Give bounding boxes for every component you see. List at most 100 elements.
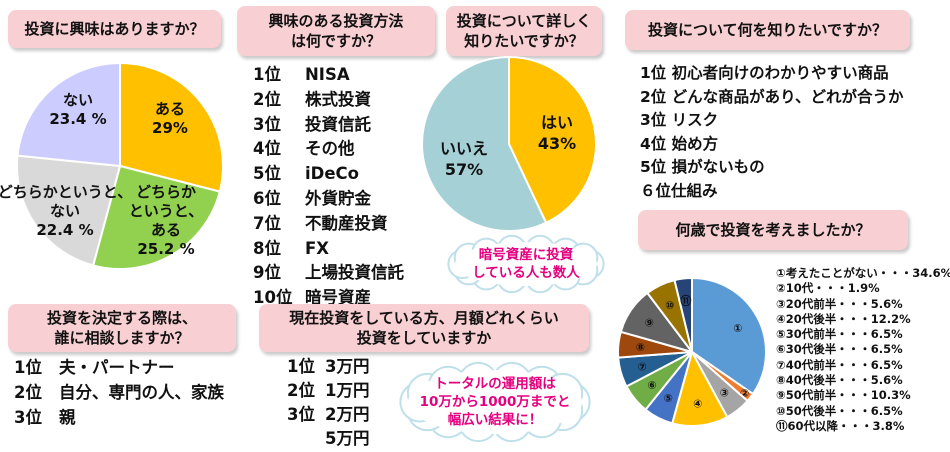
slice-label: ① <box>733 322 742 335</box>
q2-title-line-2: は何ですか？ <box>290 32 381 50</box>
item-label: 4位 始め方 <box>640 134 719 153</box>
rank-label: 8位 <box>253 238 281 258</box>
rank-label: 1位 <box>14 358 42 377</box>
slice-label: ③ <box>720 387 729 400</box>
item-label: 2位 どんな商品があり、どれが合うか <box>640 87 904 106</box>
slice-label: ⑤ <box>664 392 673 405</box>
q6-bubble-line-2: 10万から1000万までと <box>419 393 571 410</box>
q2-list-item: 5位 iDeCo <box>253 162 404 187</box>
rank-label: 2位 <box>287 381 315 400</box>
rank-label: 10位 <box>253 288 293 308</box>
legend-item: ③20代前半・・・5.6% <box>776 296 903 311</box>
rank-label: 1位 <box>253 65 281 84</box>
item-label: 上場投資信託 <box>305 263 404 283</box>
slice-label: ない 23.4 % <box>49 91 106 128</box>
item-label: 3万円 <box>325 357 370 376</box>
legend-item: ⑥30代後半・・・6.5% <box>776 342 903 357</box>
q6-bubble-text: トータルの運用額は 10万から1000万までと 幅広い結果に！ <box>408 372 582 432</box>
interest-pie-chart: ある 29% どちらかというと、ある 25.2 %どちらかというと、ない 22.4 % な… <box>0 61 224 270</box>
slice-label: いいえ 57% <box>440 139 488 179</box>
legend-item: ⑨50代前半・・・10.3% <box>776 388 911 403</box>
rank-label: 2位 <box>14 383 42 402</box>
item-label: iDeCo <box>305 164 359 184</box>
item-label: 親 <box>59 408 76 427</box>
slice-label: どちらかというと、ある 25.2 % <box>129 183 203 258</box>
q6-title-line-2: 投資をしていますか <box>356 329 492 347</box>
q6-list-item: 5万円 <box>287 427 369 451</box>
item-label: 1万円 <box>325 381 370 400</box>
slice-label: ある 29% <box>152 100 188 137</box>
rank-label: 3位 <box>287 405 315 424</box>
q3-bubble-text: 暗号資産に投資 している人も数人 <box>455 243 597 285</box>
item-label: 5位 損がないもの <box>640 158 765 177</box>
q2-list-item: 6位 外貨貯金 <box>253 187 404 212</box>
q6-list-item: 2位 1万円 <box>287 379 369 403</box>
q4-list-item: 4位 始め方 <box>640 133 904 157</box>
q3-title-line-1: 投資について詳しく <box>456 11 592 30</box>
slice-label: ② <box>740 387 749 400</box>
rank-label: 4位 <box>253 139 281 159</box>
item-label: 5万円 <box>325 429 370 448</box>
legend-item: ④20代後半・・・12.2% <box>776 311 911 326</box>
pie-slice <box>119 61 224 193</box>
legend-item: ⑩50代後半・・・6.5% <box>776 403 903 418</box>
item-label: 夫・パートナー <box>59 358 175 377</box>
slice-label: ⑦ <box>638 360 647 373</box>
q4-list-item: ６位仕組み <box>640 180 904 204</box>
q6-bubble-line-3: 幅広い結果に！ <box>447 412 543 429</box>
item-label: 不動産投資 <box>305 213 388 233</box>
q2-title: 興味のある投資方法 は何ですか？ <box>237 6 435 56</box>
slice-label: ⑪ <box>680 294 691 308</box>
legend-item: ⑧40代後半・・・5.6% <box>776 373 903 388</box>
q4-list-item: 2位 どんな商品があり、どれが合うか <box>640 86 904 110</box>
q3-bubble-line-2: している人も数人 <box>472 265 580 281</box>
item-label: 自分、専門の人、家族 <box>59 383 224 402</box>
q2-list-item: 7位 不動産投資 <box>253 212 404 237</box>
q3-title: 投資について詳しく 知りたいですか？ <box>446 6 602 56</box>
rank-label: 5位 <box>253 164 281 184</box>
q2-list-item: 2位 株式投資 <box>253 88 404 113</box>
q4-list-item: 3位 リスク <box>640 109 904 133</box>
item-label: 外貨貯金 <box>305 188 371 208</box>
q3-cloud-bubble <box>447 234 605 294</box>
pie-slice <box>421 55 548 232</box>
item-label: NISA <box>305 65 350 84</box>
legend-item: ⑦40代前半・・・6.5% <box>776 357 903 372</box>
pie-slice <box>673 276 693 353</box>
q2-list-item: 9位 上場投資信託 <box>253 261 404 286</box>
age-pie-legend: ①考えたことがない・・・34.6% ②10代・・・1.9% ③20代前半・・・5.6… <box>776 266 950 434</box>
legend-item: ②10代・・・1.9% <box>776 281 880 296</box>
q4-title: 投資について何を知りたいですか？ <box>625 10 910 50</box>
q5-list-item: 3位親 <box>14 405 224 430</box>
item-label: 株式投資 <box>305 89 371 109</box>
q6-bubble-line-1: トータルの運用額は <box>434 375 556 392</box>
q6-ranking-list: 1位 3万円 2位 1万円 3位 2万円 5万円 <box>287 355 369 451</box>
q6-title-line-1: 現在投資をしている方、月額どれくらい <box>289 308 559 327</box>
q2-list-item: 3位 投資信託 <box>253 113 404 138</box>
q2-ranking-list: 1位 NISA 2位 株式投資 3位 投資信託 4位 その他 5位 iDeCo 6位 外貨貯金 7位 不動… <box>253 63 404 311</box>
q3-bubble-line-1: 暗号資産に投資 <box>478 246 574 263</box>
legend-item: ⑤30代前半・・・6.5% <box>776 327 903 342</box>
q6-list-item: 1位 3万円 <box>287 355 369 379</box>
pie-slice <box>91 164 221 270</box>
rank-label: 3位 <box>14 408 42 427</box>
item-label: ６位仕組み <box>640 181 718 200</box>
rank-label: 1位 <box>287 357 315 376</box>
q6-cloud-bubble <box>399 361 591 443</box>
slice-label: どちらかというと、ない 22.4 % <box>0 183 132 239</box>
pie-slice <box>508 55 597 225</box>
rank-label: 6位 <box>253 188 281 208</box>
pie-slice <box>16 154 122 267</box>
pie-slice <box>691 276 767 396</box>
item-label: 3位 リスク <box>640 111 719 130</box>
q2-list-item: 10位 暗号資産 <box>253 286 404 311</box>
rank-label: 3位 <box>253 114 281 134</box>
q5-title: 投資を決定する際は、 誰に相談しますか？ <box>8 304 236 352</box>
item-label: その他 <box>305 139 355 159</box>
rank-label: 9位 <box>253 263 281 283</box>
rank-label: 2位 <box>253 89 281 109</box>
learn-more-pie-chart: はい 43% いいえ 57% <box>421 55 597 232</box>
q4-ranking-list: 1位 初心者向けのわかりやすい商品 2位 どんな商品があり、どれが合うか 3位 リス… <box>640 62 904 204</box>
